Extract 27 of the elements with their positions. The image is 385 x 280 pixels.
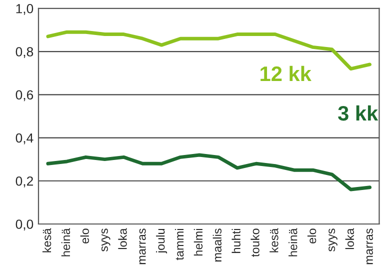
x-tick-label: kesä: [270, 228, 278, 252]
x-tick-label: maalis: [212, 228, 222, 262]
x-tick-label: kesä: [42, 228, 52, 252]
x-tick-label: marras: [139, 228, 146, 264]
y-tick-label: 1,0: [16, 4, 34, 15]
x-tick-label: joulu: [156, 228, 168, 254]
x-tick-label: huhti: [232, 228, 240, 253]
y-tick-label: 0,0: [16, 220, 34, 230]
series-label: 12 kk: [260, 66, 312, 81]
x-tick-label: touko: [250, 228, 260, 257]
x-tick-label: heinä: [288, 228, 298, 256]
y-tick-label: 0,6: [16, 90, 34, 102]
y-tick-label: 0,8: [16, 47, 34, 58]
x-tick-label: syys: [101, 228, 110, 252]
x-tick-label: marras: [366, 228, 373, 264]
x-tick-label: elo: [80, 228, 89, 244]
x-tick-label: syys: [328, 228, 338, 252]
y-tick-label: 0,4: [16, 133, 34, 144]
x-tick-label: helmi: [194, 228, 203, 256]
x-tick-label: tammi: [174, 228, 184, 260]
x-tick-label: elo: [307, 228, 316, 244]
x-tick-label: heinä: [61, 228, 70, 256]
x-tick-label: loka: [345, 228, 354, 250]
text: 3 kk: [338, 105, 378, 121]
y-tick-label: 0,2: [16, 176, 33, 188]
line-series: [46, 153, 372, 192]
x-tick-label: loka: [118, 228, 127, 250]
